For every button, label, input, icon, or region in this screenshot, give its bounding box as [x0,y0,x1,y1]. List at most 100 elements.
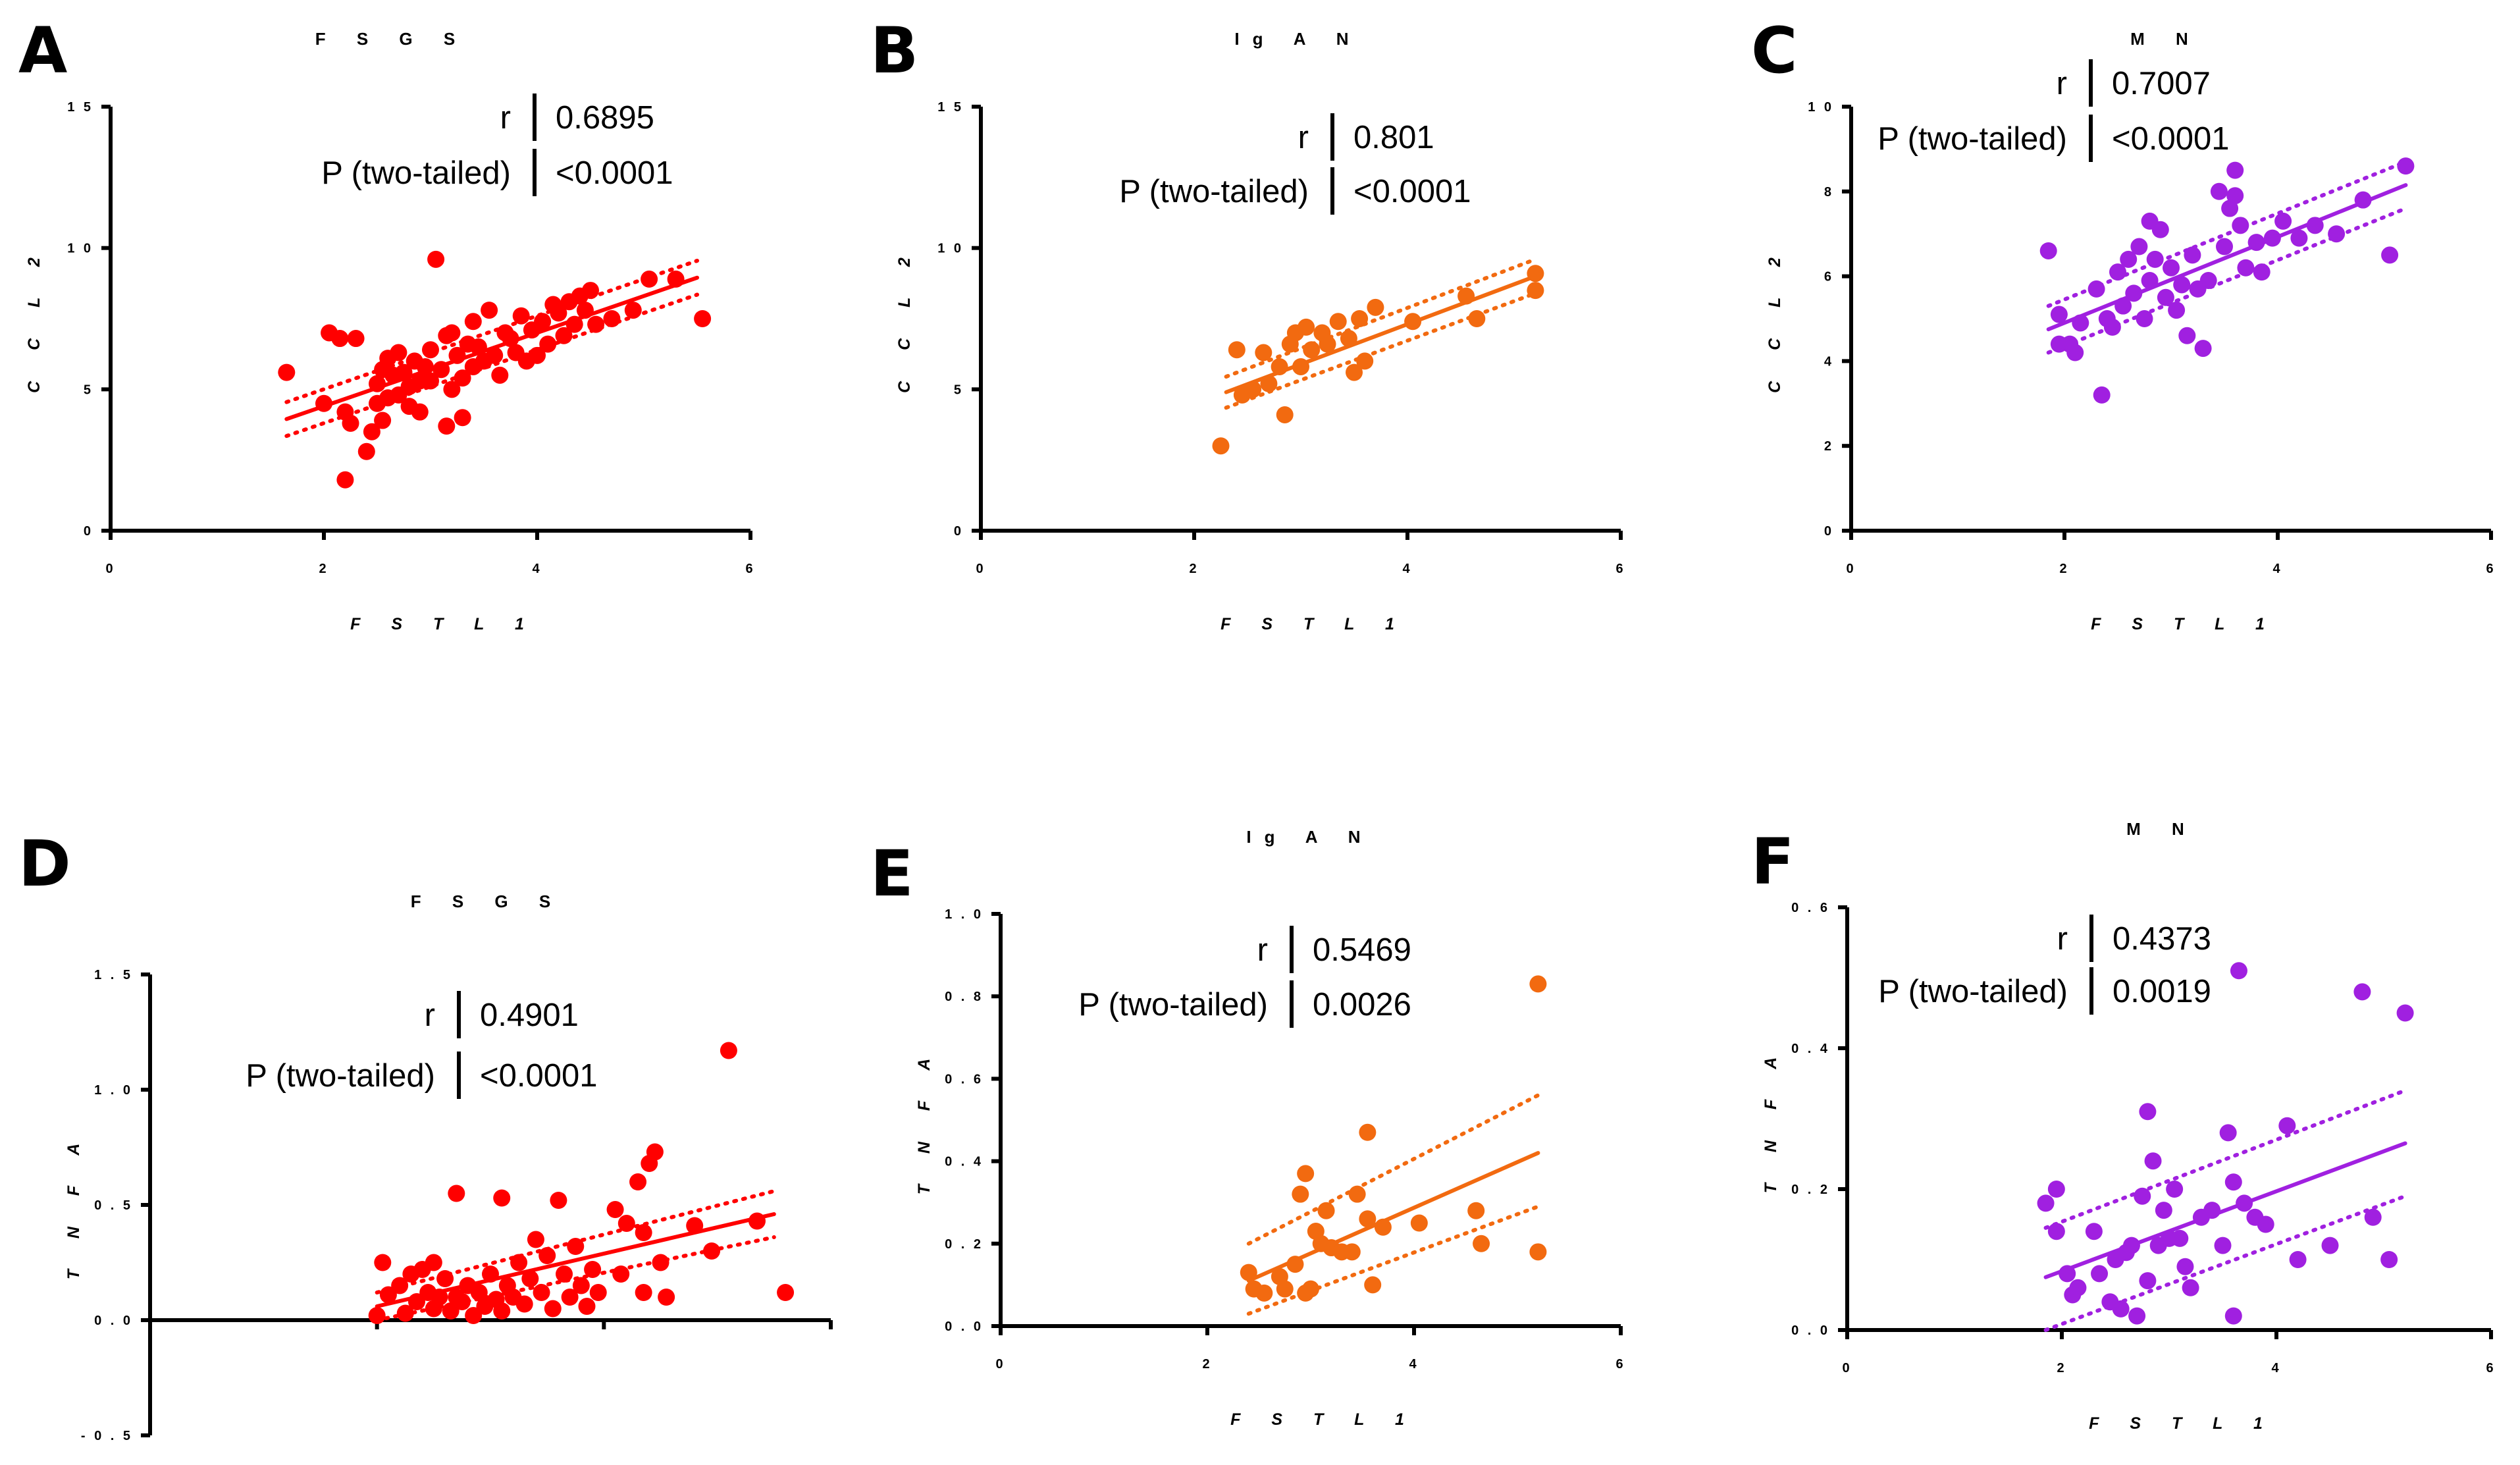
ci-upper-line [2043,1088,2407,1230]
stat-r-label: r [425,998,435,1033]
data-point [315,394,332,412]
data-point [2091,1265,2109,1283]
stat-p-label: P (two-tailed) [246,1058,435,1094]
ci-upper-line [284,258,699,404]
data-point [2103,318,2121,336]
panel-e: E Ig A N 0 . 0 0 . 2 0 . 4 0 . 6 0 . 8 1 . 0 0 2 4… [870,827,1623,1429]
y-axis-label: T N F A [915,1046,933,1195]
data-point [510,1254,528,1271]
data-point [422,341,439,359]
data-point [491,366,509,384]
y-tick-label: 0 [84,524,93,539]
y-tick-label: 0 . 0 [94,1314,133,1328]
x-tick-label: 0 [105,562,115,576]
stat-p-label: P (two-tailed) [1119,174,1309,209]
data-point [2396,1004,2414,1022]
data-point [443,381,461,398]
ci-upper-line [2046,159,2408,308]
data-point [556,1265,573,1283]
data-point [427,250,445,268]
data-point [2354,191,2372,209]
x-tick-label: 6 [745,562,755,576]
data-point [2037,1194,2055,1212]
data-point [703,1242,721,1260]
y-tick-label: 0 . 0 [1791,1323,1830,1338]
data-point [2125,284,2143,302]
y-tick-label: 5 [954,383,964,397]
x-tick-label: 6 [2486,1361,2496,1375]
ci-upper-line [1246,1093,1540,1246]
data-point [1359,1123,1377,1141]
data-point [1319,335,1336,353]
data-point [1303,341,1321,359]
data-point [425,1254,442,1271]
stat-p-label: P (two-tailed) [1078,987,1268,1023]
data-point [667,270,685,288]
panel-letter: F [1751,825,1795,899]
data-point [2141,272,2159,290]
data-point [1467,1202,1485,1219]
data-point [482,1265,499,1283]
data-point [2321,1237,2339,1254]
data-point [565,315,583,333]
data-point [2380,1251,2398,1268]
data-point [2247,234,2265,252]
y-tick-label: 0 . 4 [945,1155,984,1169]
data-point [357,442,375,460]
data-point [395,363,413,381]
data-point [1348,1185,1366,1203]
x-axis-label: F S T L 1 [1230,1410,1417,1429]
stat-p-value: <0.0001 [1353,174,1471,209]
x-tick-label: 2 [1189,562,1199,576]
data-point [2128,1307,2146,1325]
data-point [2114,297,2132,315]
x-tick-label: 2 [319,562,328,576]
data-point [2182,1279,2199,1296]
data-point [2178,327,2196,344]
data-point [578,1298,596,1315]
y-tick-label: 1 0 [67,242,93,256]
stat-r-value: 0.7007 [2112,66,2211,101]
stat-r-value: 0.6895 [556,100,654,136]
data-point [612,1265,630,1283]
stat-p-label: P (two-tailed) [321,155,511,191]
panel-a: A F S G S 0 5 1 0 1 5 0 2 4 6 F S T L 1 C C L 2 r 0.6… [18,14,755,633]
y-tick-label: 0 . 6 [1791,901,1830,915]
x-tick-label: 4 [1402,562,1412,576]
regression-line [2046,183,2408,332]
data-point [561,1289,579,1306]
y-tick-label: 0 . 4 [1791,1042,1830,1056]
chart-title: F S G S [315,29,468,49]
data-point [2157,288,2174,306]
data-point [470,1284,488,1301]
data-point [641,270,658,288]
x-axis-label: F S T L 1 [2089,1414,2276,1433]
data-point [1255,344,1273,361]
x-tick-label: 4 [1409,1357,1419,1372]
chart-title: Ig A N [1234,29,1361,49]
y-axis-label: T N F A [65,1131,83,1280]
data-point [1527,265,1544,282]
y-tick-label: 0 . 0 [945,1319,984,1334]
data-point [1255,1284,1273,1302]
x-tick-label: 6 [2486,562,2496,576]
panel-f: F M N 0 . 0 0 . 2 0 . 4 0 . 6 0 2 4 6 F S T L 1 T N… [1751,819,2496,1433]
y-axis-label: C C L 2 [1766,244,1784,393]
x-axis-label: F S T L 1 [2091,615,2278,633]
data-point [2139,1103,2157,1121]
data-point [2184,246,2201,264]
data-point [1404,313,1422,331]
data-point [336,471,354,489]
data-point [368,1307,386,1324]
data-point [278,363,296,381]
data-point [2290,229,2308,247]
stat-p-value: <0.0001 [480,1058,598,1094]
data-point [527,1231,544,1248]
data-point [363,423,381,440]
x-tick-label: 4 [2271,1361,2281,1375]
data-point [1329,313,1347,331]
ci-lower-line [2043,1194,2407,1332]
data-point [2146,250,2164,268]
data-point [2353,983,2371,1001]
data-point [584,1261,602,1278]
